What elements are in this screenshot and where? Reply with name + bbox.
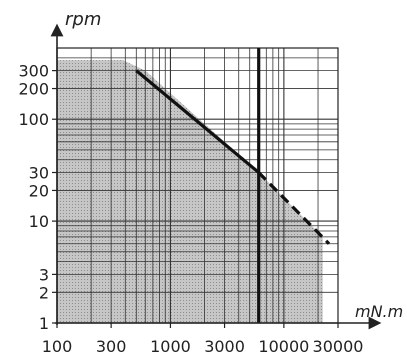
series-dashed-line <box>257 171 331 245</box>
series-solid-line <box>135 69 260 174</box>
y-tick-label: 30 <box>29 163 49 182</box>
shaded-operating-region <box>57 60 323 323</box>
x-tick-label: 10000 <box>258 337 309 356</box>
x-axis-label: mN.m <box>355 302 403 321</box>
x-tick-label: 1000 <box>150 337 191 356</box>
y-tick-label: 200 <box>18 80 49 99</box>
axes-layer: 100 300 1000 3000 10000 300001231020301002003… <box>18 23 382 356</box>
y-tick-label: 300 <box>18 62 49 81</box>
shaded-region-layer <box>57 60 323 323</box>
grid-layer <box>56 47 339 324</box>
y-axis-label: rpm <box>65 9 101 30</box>
x-tick-label: 100 <box>42 337 73 356</box>
y-tick-label: 20 <box>29 181 49 200</box>
y-tick-label: 100 <box>18 110 49 129</box>
x-tick-label: 3000 <box>204 337 245 356</box>
series-layer <box>135 69 331 245</box>
x-tick-label: 30000 <box>313 337 364 356</box>
y-tick-label: 10 <box>29 212 49 231</box>
x-tick-label: 300 <box>96 337 127 356</box>
y-tick-label: 2 <box>39 283 49 302</box>
y-tick-label: 3 <box>39 265 49 284</box>
y-tick-label: 1 <box>39 314 49 333</box>
